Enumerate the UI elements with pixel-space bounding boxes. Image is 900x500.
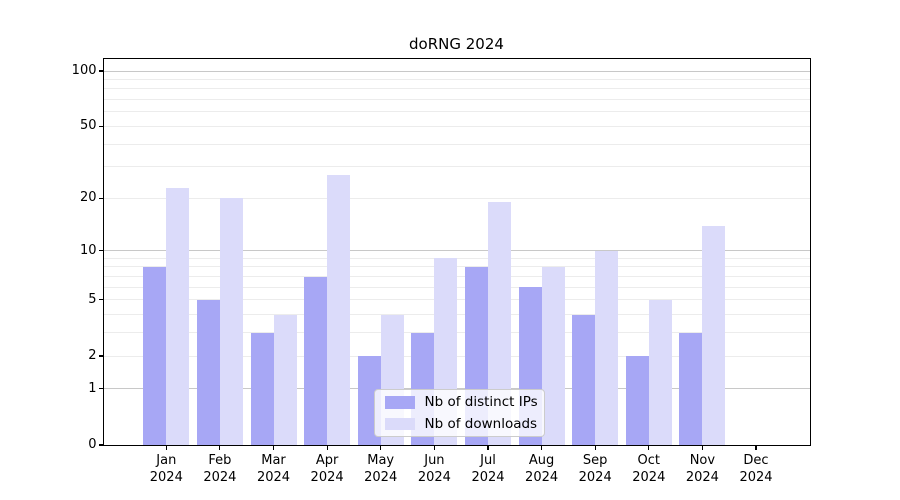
x-label-year: 2024 [578,469,612,485]
bar-downloads-apr [327,175,351,445]
y-tick-label-100: 100 [71,63,97,78]
y-tick-label-5: 5 [88,291,97,307]
x-tick-apr [326,445,328,450]
minor-gridline-20 [103,197,811,199]
x-tick-jan [165,445,167,450]
bar-downloads-aug [541,266,565,445]
x-tick-nov [701,445,703,450]
major-gridline-100 [103,70,811,72]
x-label-month: May [367,453,395,468]
legend-swatch-distinct-ips [384,396,415,409]
major-gridline-10 [103,250,811,252]
legend-label-downloads: Nb of downloads [424,415,538,432]
x-label-month: Jul [480,453,496,468]
bar-downloads-nov [702,225,726,445]
minor-gridline-60 [103,111,811,113]
x-label-year: 2024 [685,469,719,485]
bar-distinct-ips-apr [304,276,328,445]
y-tick-label-10: 10 [79,242,97,258]
y-tick-100 [99,70,103,72]
legend-swatch-downloads [384,417,415,430]
x-tick-dec [755,445,757,450]
x-label-month: Sep [582,453,608,468]
y-tick-label-20: 20 [79,190,97,206]
x-tick-mar [272,445,275,450]
x-label-month: Jan [156,453,177,468]
x-tick-label-feb: Feb 2024 [193,453,247,486]
y-tick-20 [99,197,103,199]
legend-item-downloads: Nb of downloads [375,413,544,435]
x-tick-jul [487,445,489,450]
x-tick-label-jan: Jan 2024 [139,453,193,486]
x-label-year: 2024 [525,469,559,485]
x-label-year: 2024 [149,469,183,485]
x-tick-feb [219,445,221,450]
x-label-year: 2024 [739,469,773,485]
bar-distinct-ips-feb [196,299,220,445]
x-tick-oct [648,445,650,450]
y-tick-0 [99,444,103,446]
x-tick-label-mar: Mar 2024 [247,453,301,486]
x-tick-sep [594,445,596,450]
minor-gridline-80 [103,88,811,90]
x-tick-jun [433,445,435,450]
x-tick-label-sep: Sep 2024 [568,453,622,486]
bar-downloads-mar [273,314,297,445]
minor-gridline-30 [103,166,811,168]
bar-downloads-jan [166,187,190,445]
x-tick-label-oct: Oct 2024 [622,453,676,486]
minor-gridline-50 [103,125,811,127]
y-tick-label-0: 0 [88,437,97,452]
x-tick-label-may: May 2024 [354,453,408,486]
x-label-year: 2024 [364,469,398,485]
x-label-year: 2024 [471,469,505,485]
bar-distinct-ips-nov [679,332,703,445]
x-label-year: 2024 [256,469,291,485]
y-tick-50 [99,125,103,127]
y-tick-label-1: 1 [88,380,97,396]
x-label-month: Mar [261,453,286,468]
x-label-year: 2024 [310,469,344,485]
x-tick-may [380,445,382,450]
chart-title: doRNG 2024 [409,35,504,53]
bar-downloads-oct [648,299,672,445]
y-tick-label-50: 50 [79,118,97,134]
legend-label-distinct-ips: Nb of distinct IPs [424,394,538,411]
bar-distinct-ips-jan [143,266,167,445]
x-label-year: 2024 [632,469,666,485]
x-tick-label-jul: Jul 2024 [461,453,515,486]
bar-downloads-jul [488,202,511,445]
x-label-month: Feb [208,453,232,468]
y-tick-10 [99,250,103,252]
y-tick-label-2: 2 [88,348,97,363]
x-label-month: Dec [743,453,769,468]
minor-gridline-40 [103,143,811,145]
x-tick-label-dec: Dec 2024 [729,453,783,486]
x-label-month: Jun [424,453,445,468]
x-tick-aug [541,445,543,450]
x-label-month: Nov [689,453,716,468]
x-label-year: 2024 [203,469,237,485]
x-tick-label-nov: Nov 2024 [675,453,729,486]
bar-distinct-ips-sep [572,314,596,445]
x-tick-label-jun: Jun 2024 [407,453,461,486]
y-tick-1 [99,388,103,390]
bar-distinct-ips-oct [625,356,649,445]
bar-distinct-ips-mar [250,332,274,445]
bar-downloads-feb [219,198,243,445]
x-tick-label-aug: Aug 2024 [515,453,569,486]
legend-item-distinct-ips: Nb of distinct IPs [375,392,544,414]
x-tick-label-apr: Apr 2024 [300,453,354,486]
minor-gridline-70 [103,99,811,101]
minor-gridline-90 [103,78,811,80]
x-label-month: Apr [315,453,339,468]
bar-downloads-sep [595,250,619,445]
y-tick-2 [99,355,103,357]
x-label-year: 2024 [417,469,451,485]
legend: Nb of distinct IPs Nb of downloads [373,389,545,437]
x-label-month: Oct [637,453,661,468]
y-tick-5 [99,299,103,301]
x-label-month: Aug [528,453,555,468]
